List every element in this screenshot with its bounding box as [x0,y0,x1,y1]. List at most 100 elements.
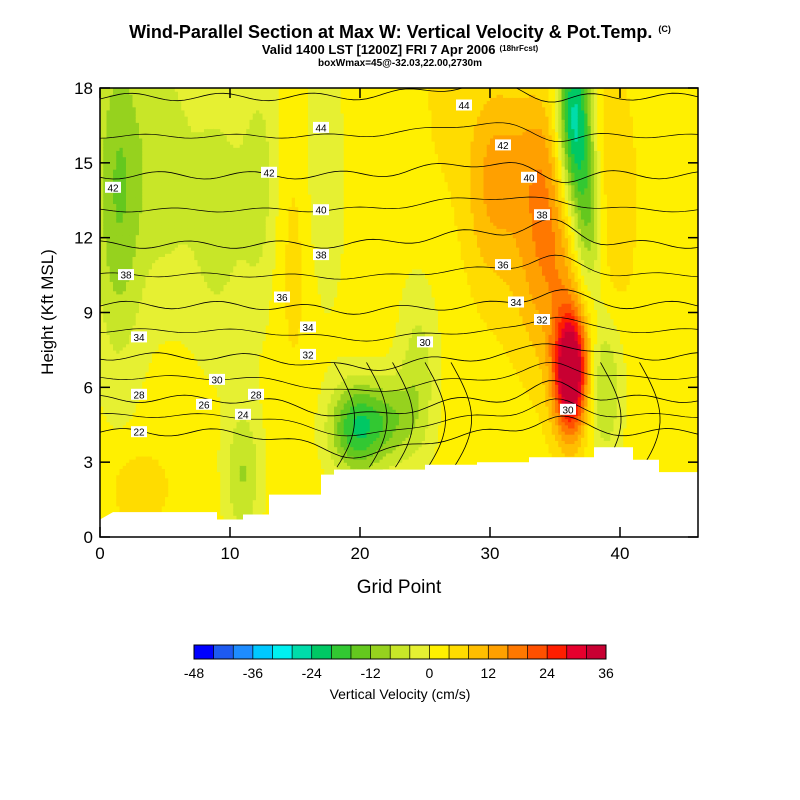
y-tick-label: 6 [84,378,93,397]
colorbar-swatch [252,645,273,659]
colorbar-tick-label: -48 [184,665,204,681]
contour-label: 22 [131,426,147,439]
box-info: boxWmax=45@-32.03,22.00,2730m [0,58,800,69]
contour-label-text: 38 [315,251,327,262]
theta-contour-29 [100,254,698,280]
colorbar-swatch [449,645,469,659]
contour-label-text: 24 [237,410,249,421]
theta-contour-33 [100,122,698,142]
theta-contour-24 [100,380,698,417]
theta-contour-vertical-1 [366,362,388,468]
contour-label: 32 [534,314,550,327]
x-tick-label: 20 [351,544,370,563]
colorbar-tick-label: 0 [426,665,434,681]
theta-contour-32 [100,162,698,183]
contour-label-text: 36 [276,293,288,304]
y-tick-label: 3 [84,453,93,472]
contour-label: 34 [131,331,147,344]
contour-label: 42 [105,181,121,194]
contour-label: 28 [131,388,147,401]
contour-label-text: 28 [133,390,145,401]
contour-label: 40 [313,204,329,217]
theta-contour-vertical-3 [424,362,446,468]
contour-label-text: 42 [263,168,275,179]
contour-labels: 4238342822302624283642444038343230363432… [105,99,576,439]
valid-time: Valid 1400 LST [1200Z] FRI 7 Apr 2006 [262,42,496,57]
chart-title-text: Wind-Parallel Section at Max W: Vertical… [129,22,652,42]
theta-contour-vertical-4 [450,362,472,468]
contour-label: 44 [456,99,472,112]
theta-contour-vertical-0 [333,362,355,468]
theta-contour-35 [100,39,698,56]
colorbar-swatch [566,645,587,659]
colorbar-swatch [370,645,391,659]
contour-label: 24 [235,408,251,421]
contour-label: 34 [508,296,524,309]
contour-label: 42 [261,166,277,179]
colorbar-swatch [390,645,411,659]
contour-label-text: 22 [133,428,145,439]
theta-contours [100,0,698,468]
contour-label-text: 44 [315,123,327,134]
colorbar-swatch [547,645,568,659]
theta-contour-36 [100,0,698,13]
copyright-mark: (C) [658,24,671,34]
y-tick-label: 15 [74,154,93,173]
colorbar-swatch [311,645,332,659]
contour-label: 38 [534,209,550,222]
contour-label-text: 40 [523,173,535,184]
contour-label-text: 38 [120,271,132,282]
colorbar-swatch [468,645,489,659]
x-axis: 0 10 20 30 40 [95,88,629,563]
colorbar-tick-label: -12 [360,665,380,681]
theta-contour-vertical-6 [639,362,661,468]
colorbar-swatch [213,645,234,659]
contour-label: 30 [209,373,225,386]
colorbar-tick-label: 36 [598,665,614,681]
colorbar-swatch [233,645,254,659]
colorbar-swatch [488,645,509,659]
chart-title: Wind-Parallel Section at Max W: Vertical… [0,22,800,43]
contour-label: 42 [495,139,511,152]
y-tick-label: 18 [74,79,93,98]
contour-label-text: 42 [107,183,119,194]
contour-label-text: 32 [302,350,314,361]
colorbar-tick-label: -24 [302,665,322,681]
theta-contour-22 [100,415,698,459]
colorbar-swatch [292,645,313,659]
colorbar-swatch [586,645,607,659]
contour-label-text: 28 [250,390,262,401]
y-tick-label: 9 [84,304,93,323]
contour-label-text: 44 [458,101,470,112]
forecast-hour: (18hrFcst) [499,44,538,53]
contour-label: 32 [300,348,316,361]
contour-label: 36 [495,259,511,272]
contour-label-text: 26 [198,400,210,411]
theta-contour-31 [100,196,698,213]
contour-label-text: 36 [497,261,509,272]
colorbar-swatch [527,645,548,659]
contour-label: 30 [417,336,433,349]
contour-label-text: 34 [133,333,145,344]
contour-label: 26 [196,398,212,411]
theta-contour-26 [100,343,698,371]
x-axis-label: Grid Point [357,577,442,598]
theta-contour-34 [100,88,698,103]
contour-label: 38 [118,269,134,282]
x-tick-label: 10 [221,544,240,563]
contour-label-text: 38 [536,211,548,222]
contour-label-text: 34 [302,323,314,334]
colorbar: -48 -36 -24 -12 0 12 24 36 [184,644,614,681]
colorbar-swatch [507,645,528,659]
contour-label: 40 [521,171,537,184]
contour-label: 44 [313,121,329,134]
x-tick-label: 30 [481,544,500,563]
contour-label: 36 [274,291,290,304]
colorbar-swatch [429,645,450,659]
contour-label-text: 30 [419,338,431,349]
theta-contour-27 [100,317,698,342]
x-tick-label: 40 [611,544,630,563]
contour-label-text: 42 [497,141,509,152]
